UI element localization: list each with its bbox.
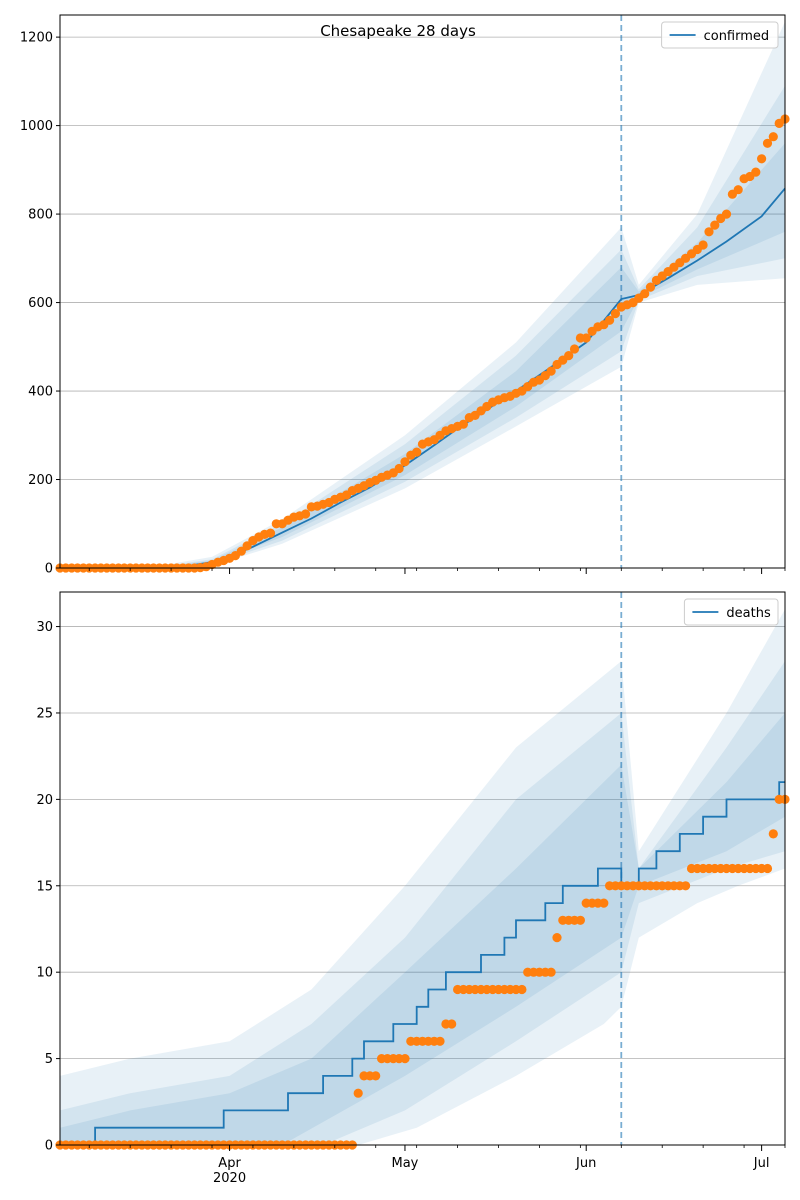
y-tick-label: 25 (36, 706, 53, 721)
y-tick-label: 0 (45, 1139, 53, 1154)
observed-point (768, 132, 778, 142)
observed-point (564, 351, 574, 361)
y-tick-label: 10 (36, 966, 53, 981)
observed-point (435, 1036, 445, 1046)
y-tick-label: 200 (28, 473, 53, 488)
observed-point (412, 447, 422, 457)
uncertainty-band (60, 713, 785, 1145)
model-step-line (60, 781, 785, 1146)
observed-point (371, 1071, 381, 1081)
observed-point (546, 366, 556, 376)
y-tick-label: 400 (28, 385, 53, 400)
observed-point (400, 1054, 410, 1064)
legend-label: deaths (726, 606, 771, 621)
observed-point (710, 220, 720, 230)
x-tick-label: Jul (753, 1156, 770, 1171)
y-tick-label: 5 (45, 1052, 53, 1067)
observed-point (733, 185, 743, 195)
observed-point (458, 419, 468, 429)
y-tick-label: 30 (36, 620, 53, 635)
x-tick-label: May (392, 1156, 419, 1171)
legend-box (661, 21, 779, 49)
observed-point (394, 463, 404, 474)
uncertainty-band (60, 661, 785, 1145)
observed-point (242, 541, 252, 551)
observed-point (447, 1019, 457, 1029)
observed-point (517, 984, 527, 995)
observed-point (762, 138, 773, 148)
observed-point (236, 546, 246, 556)
uncertainty-band (60, 85, 785, 569)
y-tick-label: 1000 (20, 119, 53, 134)
x-tick-label: Apr (218, 1156, 241, 1171)
chart-title: Chesapeake 28 days (320, 22, 476, 40)
observed-point (704, 227, 714, 237)
observed-point (640, 289, 650, 299)
observed-point (581, 333, 591, 343)
observed-point (768, 829, 778, 839)
legend-box (683, 598, 779, 626)
legend-label: confirmed (704, 29, 770, 44)
observed-point (681, 881, 691, 891)
observed-point (610, 309, 621, 319)
axes-frame (59, 14, 786, 569)
observed-point (353, 1088, 363, 1098)
observed-point (301, 509, 311, 519)
observed-point (552, 933, 562, 943)
y-tick-label: 600 (28, 296, 53, 311)
observed-point (645, 282, 656, 292)
observed-point (546, 967, 556, 977)
observed-point (605, 315, 615, 325)
observed-point (762, 863, 773, 874)
y-tick-label: 1200 (20, 31, 53, 46)
observed-point (751, 167, 761, 177)
uncertainty-band (60, 143, 785, 569)
axes-frame (59, 591, 786, 1146)
y-tick-label: 800 (28, 208, 53, 223)
observed-point (721, 209, 732, 219)
observed-point (569, 344, 580, 354)
y-tick-label: 15 (36, 879, 53, 894)
observed-point (599, 898, 609, 908)
uncertainty-band (60, 609, 785, 1145)
observed-point (575, 915, 586, 925)
uncertainty-band (60, 21, 785, 569)
y-tick-label: 20 (36, 793, 53, 808)
y-tick-label: 0 (45, 562, 53, 577)
confirmed-panel: 0 200 400 600 800 1000 1200 Chesapeake 28 days c… (20, 14, 790, 577)
observed-point (757, 154, 767, 164)
observed-point (265, 528, 276, 538)
x-tick-label: Jun (575, 1156, 596, 1171)
observed-point (698, 240, 708, 250)
x-tick-sublabel: 2020 (213, 1171, 246, 1186)
observed-point (400, 457, 410, 467)
